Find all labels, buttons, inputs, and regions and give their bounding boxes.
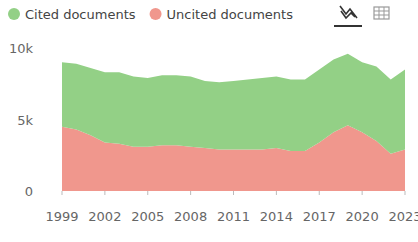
x-tick [190,191,191,195]
x-tick [405,191,406,195]
x-tick-label: 2002 [88,209,121,224]
x-tick [147,191,148,195]
x-tick [62,191,63,195]
x-tick [319,191,320,195]
legend-swatch [150,8,162,20]
legend-swatch [8,8,20,20]
area [62,54,405,154]
x-tick [362,191,363,195]
y-tick-label: 0 [25,184,33,199]
x-tick-label: 2008 [174,209,207,224]
y-tick-label: 10k [9,41,34,56]
x-tick-label: 2014 [260,209,293,224]
legend-label: Cited documents [25,7,136,22]
chart: 0 5k 10k 1999 2002 2005 2008 2011 2014 2017 2020 20… [0,0,418,242]
x-tick [276,191,277,195]
x-tick-label: 2005 [131,209,164,224]
chart-icon [340,6,357,18]
x-tick-label: 2020 [346,209,379,224]
legend-label: Uncited documents [167,7,294,22]
active-underline [334,25,362,27]
plot-area [62,54,405,191]
x-tick [233,191,234,195]
x-tick-label: 2023 [388,209,418,224]
view-toggle[interactable] [334,6,362,26]
x-tick [104,191,105,195]
table-icon[interactable] [374,7,389,19]
x-tick-label: 2011 [217,209,250,224]
y-tick-label: 5k [17,113,33,128]
x-tick-label: 2017 [303,209,336,224]
x-tick-label: 1999 [45,209,78,224]
